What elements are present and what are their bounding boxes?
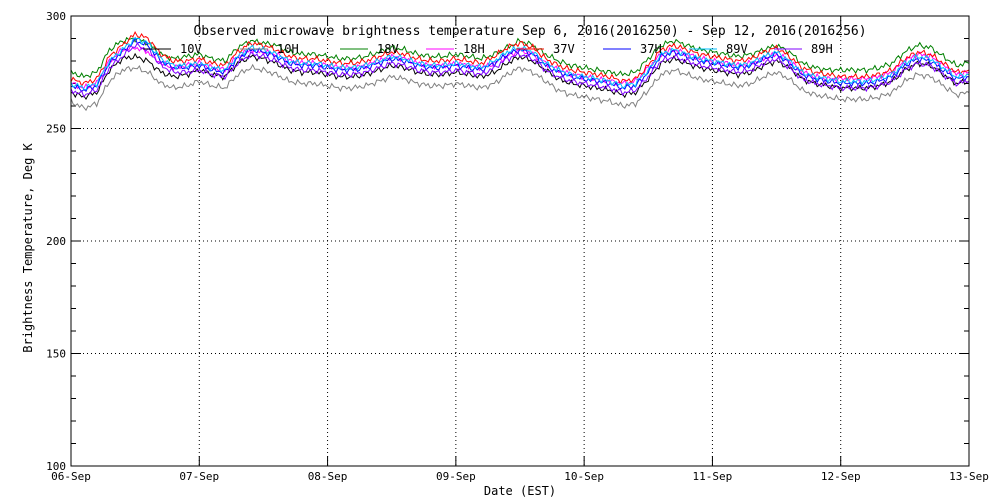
y-tick-label: 150 — [46, 348, 66, 361]
x-tick-label: 13-Sep — [949, 470, 989, 483]
legend: 10V 10H 18V 18H 37V 37H 89V 89H — [143, 42, 833, 56]
series-line-10h — [70, 63, 970, 112]
x-tick-label: 08-Sep — [308, 470, 348, 483]
series-line-18v — [70, 36, 970, 79]
data-series — [70, 30, 970, 112]
legend-label-89h: 89H — [811, 42, 833, 56]
y-tick-label: 100 — [46, 460, 66, 473]
series-line-89v — [70, 37, 970, 91]
y-tick-label: 200 — [46, 235, 66, 248]
legend-label-18h: 18H — [463, 42, 485, 56]
legend-label-37v: 37V — [553, 42, 575, 56]
chart-title: Observed microwave brightness temperatur… — [193, 24, 866, 39]
x-axis-label: Date (EST) — [484, 484, 556, 498]
x-tick-label: 11-Sep — [693, 470, 733, 483]
legend-label-37h: 37H — [640, 42, 662, 56]
x-tick-label: 06-Sep — [51, 470, 91, 483]
y-tick-label: 300 — [46, 10, 66, 23]
y-axis-label: Brightness Temperature, Deg K — [21, 142, 35, 352]
x-tick-label: 07-Sep — [179, 470, 219, 483]
y-tick-label: 250 — [46, 123, 66, 136]
series-line-37v — [70, 30, 970, 88]
legend-label-10h: 10H — [277, 42, 299, 56]
legend-label-18v: 18V — [377, 42, 399, 56]
x-tick-label: 12-Sep — [821, 470, 861, 483]
plot-frame — [70, 15, 970, 467]
legend-label-10v: 10V — [180, 42, 202, 56]
x-tick-label: 10-Sep — [564, 470, 604, 483]
series-line-89h — [70, 42, 970, 98]
grid-lines — [71, 16, 969, 466]
legend-label-89v: 89V — [726, 42, 748, 56]
x-tick-label: 09-Sep — [436, 470, 476, 483]
